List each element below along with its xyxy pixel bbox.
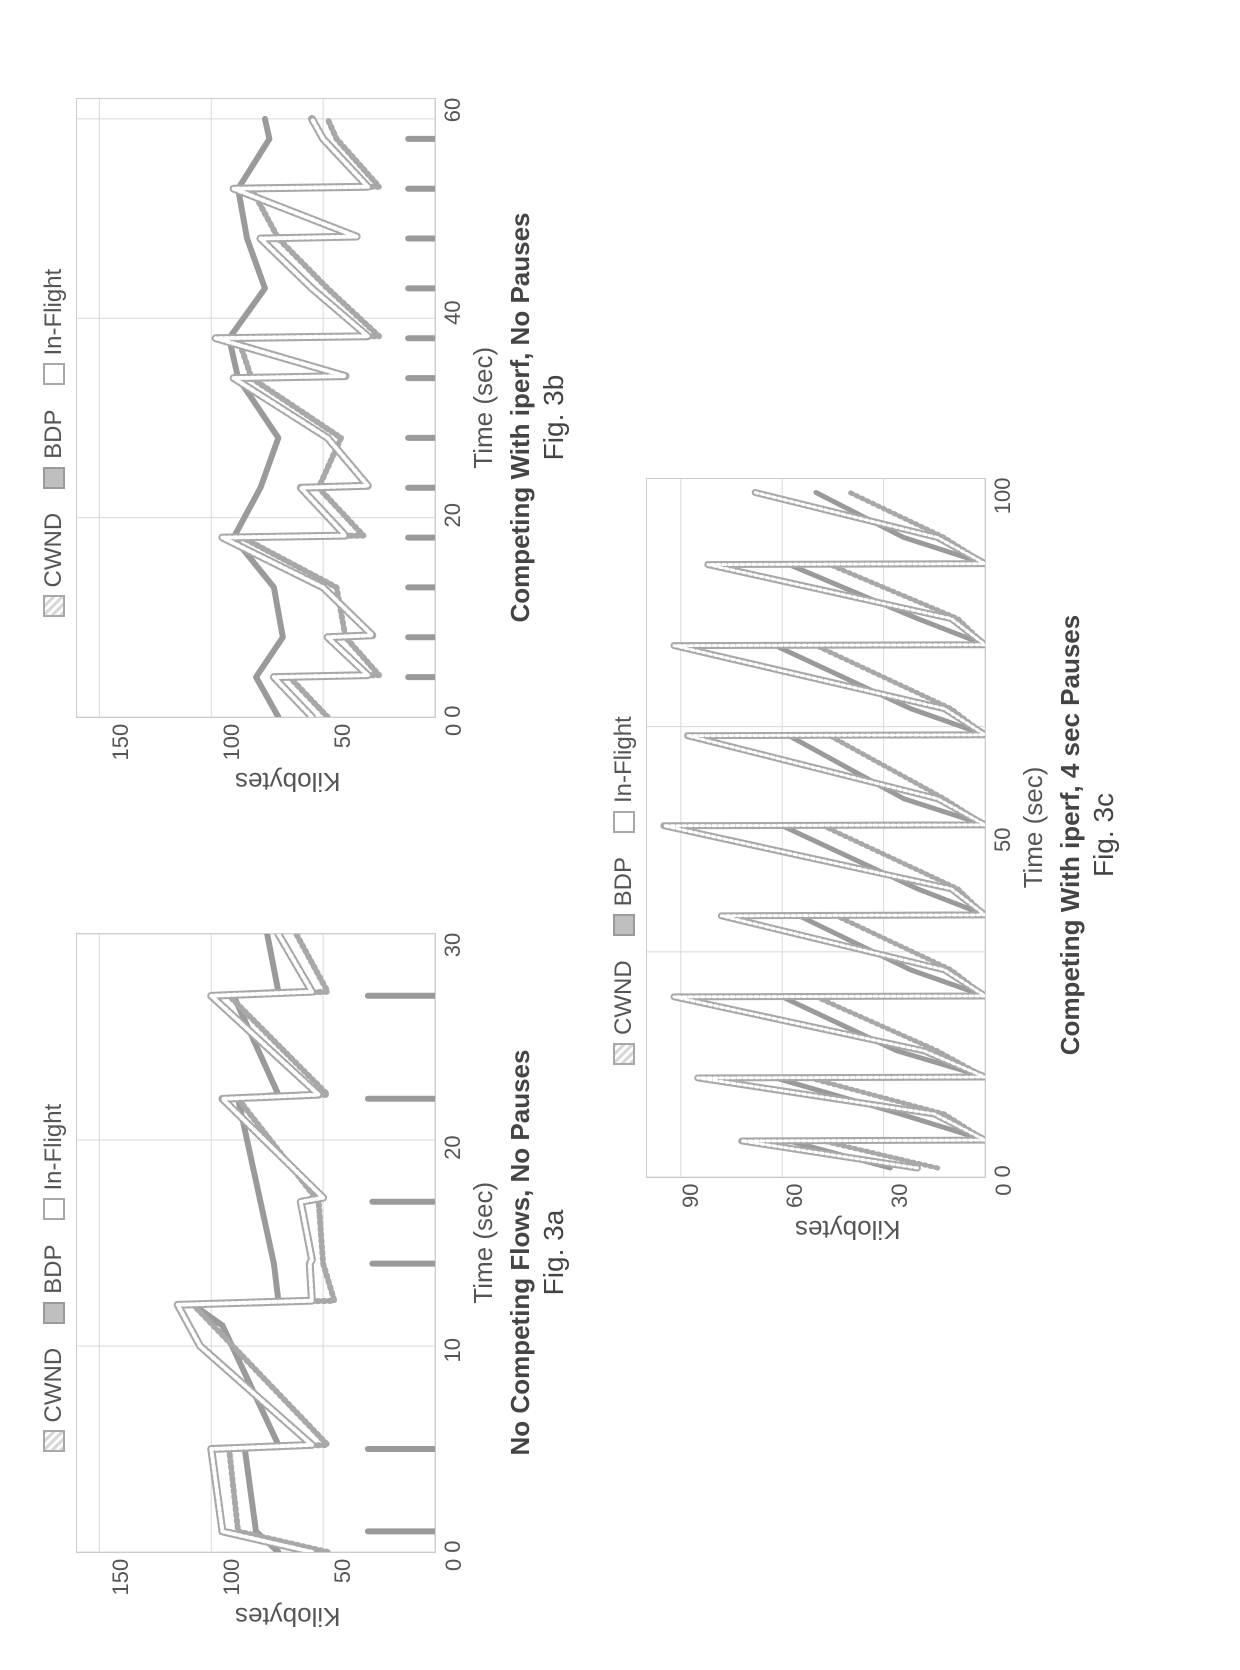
- ylabel-3c: Kilobytes: [795, 1214, 901, 1245]
- legend-item-inflight: In-Flight: [40, 1104, 68, 1221]
- swatch-inflight-icon: [613, 811, 635, 833]
- legend-item-cwnd: CWND: [610, 960, 638, 1065]
- yticks-3b: 150 100 50 0: [108, 718, 468, 761]
- swatch-cwnd-icon: [43, 1431, 65, 1453]
- legend-item-cwnd: CWND: [40, 513, 68, 618]
- plot-3a: [76, 933, 436, 1553]
- legend-label-bdp: BDP: [40, 1244, 68, 1293]
- legend-item-inflight: In-Flight: [610, 716, 638, 833]
- subtitle-3c: Competing With iperf, 4 sec Pauses: [1055, 425, 1086, 1245]
- figid-3b: Fig. 3b: [538, 38, 570, 798]
- xticks-3c: 0 50 100: [990, 478, 1016, 1178]
- xtick-label: 60: [440, 98, 466, 122]
- xtick-label: 0: [990, 1165, 1016, 1177]
- xtick-label: 20: [440, 1135, 466, 1159]
- ylabel-3b: Kilobytes: [235, 767, 341, 798]
- legend-label-inflight: In-Flight: [40, 1104, 68, 1191]
- legend-label-bdp: BDP: [40, 409, 68, 458]
- xlabel-3a: Time (sec): [468, 933, 499, 1553]
- xticks-3a: 0 10 20 30: [440, 933, 466, 1553]
- legend-label-inflight: In-Flight: [610, 716, 638, 803]
- ytick-label: 90: [678, 1184, 704, 1208]
- ytick-label: 0: [441, 724, 467, 736]
- xtick-label: 40: [440, 300, 466, 324]
- ytick-label: 150: [108, 724, 134, 761]
- figid-3a: Fig. 3a: [538, 873, 570, 1633]
- xtick-label: 0: [440, 706, 466, 718]
- swatch-cwnd-icon: [613, 1043, 635, 1065]
- legend-label-cwnd: CWND: [610, 960, 638, 1035]
- legend-item-inflight: In-Flight: [40, 269, 68, 386]
- ytick-label: 30: [887, 1184, 913, 1208]
- ytick-label: 100: [219, 1559, 245, 1596]
- ytick-label: 50: [330, 724, 356, 748]
- legend-item-cwnd: CWND: [40, 1348, 68, 1453]
- swatch-cwnd-icon: [43, 596, 65, 618]
- xticks-3b: 0 20 40 60: [440, 98, 466, 718]
- subtitle-3b: Competing With iperf, No Pauses: [505, 38, 536, 798]
- legend-label-cwnd: CWND: [40, 513, 68, 588]
- legend-label-cwnd: CWND: [40, 1348, 68, 1423]
- ytick-label: 50: [330, 1559, 356, 1583]
- plot-3b: [76, 98, 436, 718]
- xtick-label: 100: [990, 478, 1016, 515]
- ytick-label: 60: [782, 1184, 808, 1208]
- ytick-label: 0: [991, 1184, 1017, 1196]
- panel-3c: CWND BDP In-Flight Kilobytes 90 60 30 0 0 50 10…: [610, 425, 1120, 1245]
- xtick-label: 20: [440, 503, 466, 527]
- legend-label-bdp: BDP: [610, 857, 638, 906]
- xtick-label: 30: [440, 933, 466, 957]
- swatch-inflight-icon: [43, 363, 65, 385]
- legend-item-bdp: BDP: [40, 409, 68, 488]
- figid-3c: Fig. 3c: [1088, 425, 1120, 1245]
- ytick-label: 100: [219, 724, 245, 761]
- swatch-bdp-icon: [613, 914, 635, 936]
- legend-item-bdp: BDP: [610, 857, 638, 936]
- figure-stage: CWNDBDPIn-Flight Kilobytes 150100500 010…: [0, 0, 1240, 1670]
- legend-item-bdp: BDP: [40, 1244, 68, 1323]
- yticks-3c: 90 60 30 0: [678, 1178, 1018, 1208]
- swatch-bdp-icon: [43, 1302, 65, 1324]
- legend-3c: CWND BDP In-Flight: [610, 425, 638, 1245]
- xlabel-3c: Time (sec): [1018, 478, 1049, 1178]
- ytick-label: 150: [108, 1559, 134, 1596]
- ylabel-3a: Kilobytes: [235, 1602, 341, 1633]
- panel-3a: CWND BDP In-Flight Kilobytes 150 100 50 0 0 10…: [40, 873, 570, 1633]
- legend-3b: CWND BDP In-Flight: [40, 38, 68, 798]
- plot-3c: [646, 478, 986, 1178]
- ytick-label: 0: [441, 1559, 467, 1571]
- xtick-label: 0: [440, 1541, 466, 1553]
- yticks-3a: 150 100 50 0: [108, 1553, 468, 1596]
- swatch-bdp-icon: [43, 467, 65, 489]
- panel-3b: CWND BDP In-Flight Kilobytes 150 100 50 0 0 20…: [40, 38, 570, 798]
- xtick-label: 50: [990, 828, 1016, 852]
- swatch-inflight-icon: [43, 1198, 65, 1220]
- legend-3a: CWND BDP In-Flight: [40, 873, 68, 1633]
- xtick-label: 10: [440, 1338, 466, 1362]
- subtitle-3a: No Competing Flows, No Pauses: [505, 873, 536, 1633]
- xlabel-3b: Time (sec): [468, 98, 499, 718]
- legend-label-inflight: In-Flight: [40, 269, 68, 356]
